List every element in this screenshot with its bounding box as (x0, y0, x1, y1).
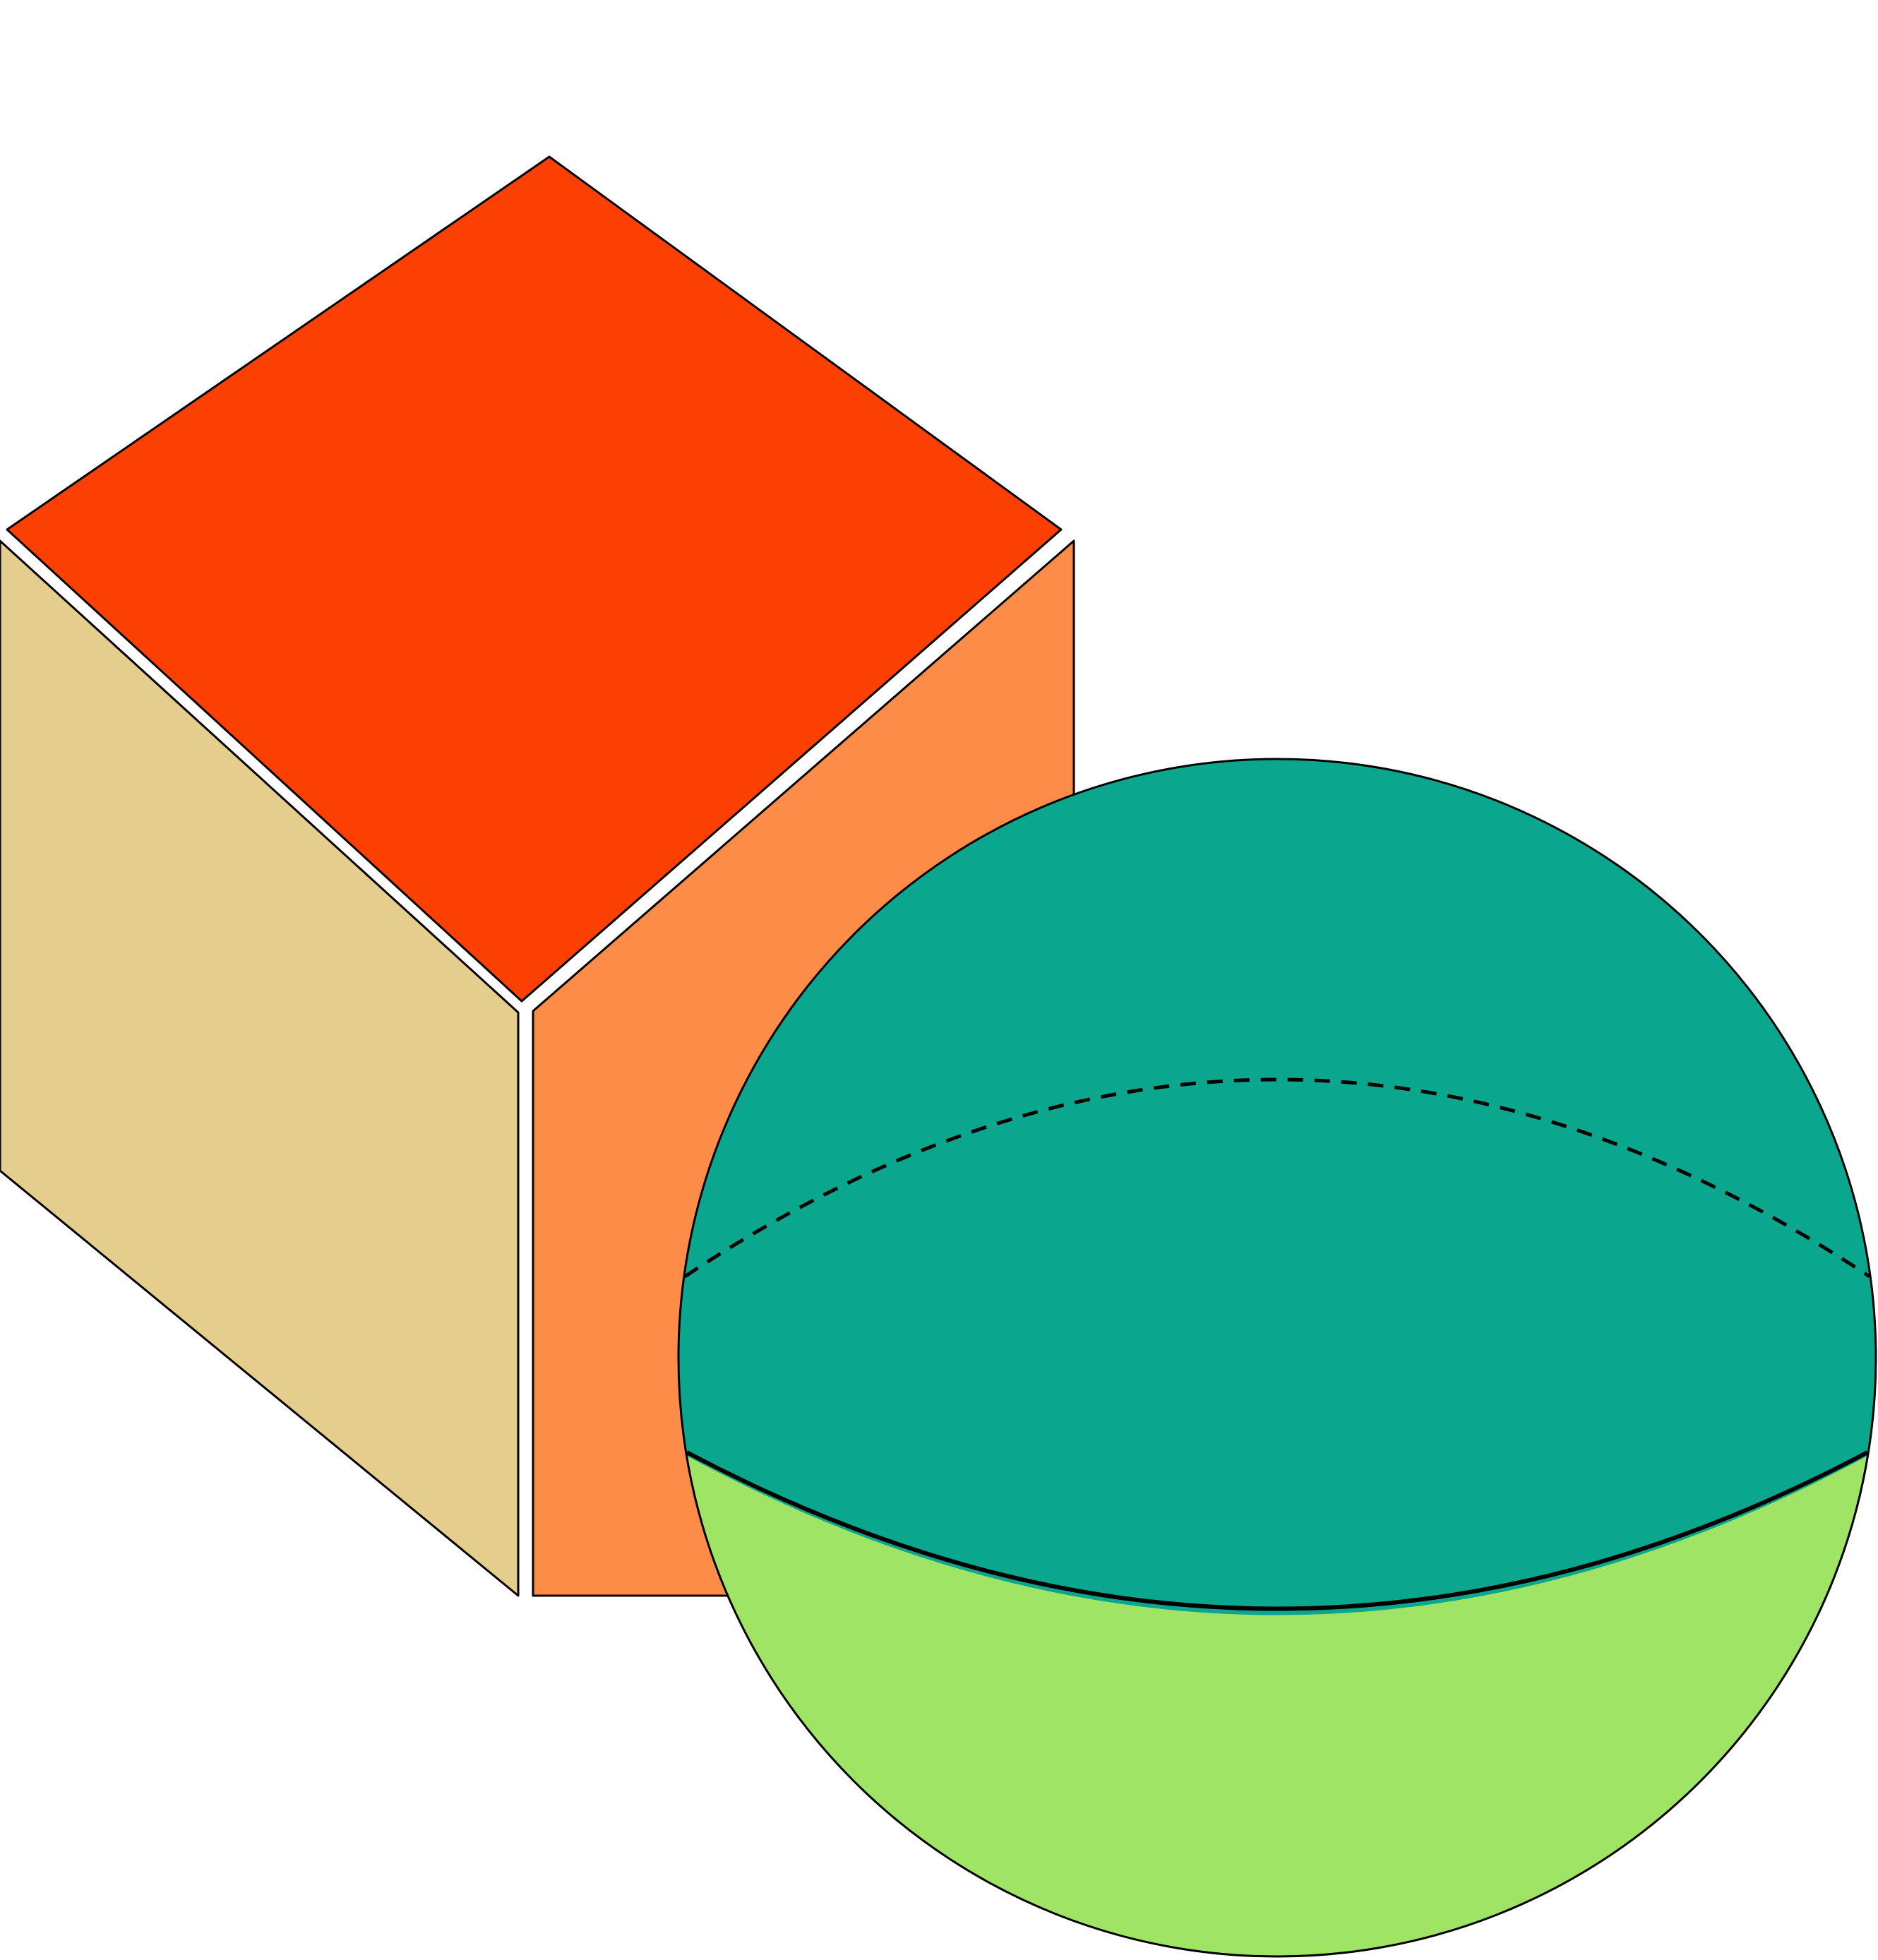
sphere (677, 758, 1877, 1958)
sphere-hidden-equator (683, 1077, 1871, 1279)
sphere-lower-region (678, 1451, 1876, 1956)
cube-top-face (6, 155, 1063, 1003)
sphere-visible-equator (686, 1450, 1869, 1611)
cube-left-face (0, 539, 520, 1597)
sphere-outline (677, 758, 1877, 1958)
